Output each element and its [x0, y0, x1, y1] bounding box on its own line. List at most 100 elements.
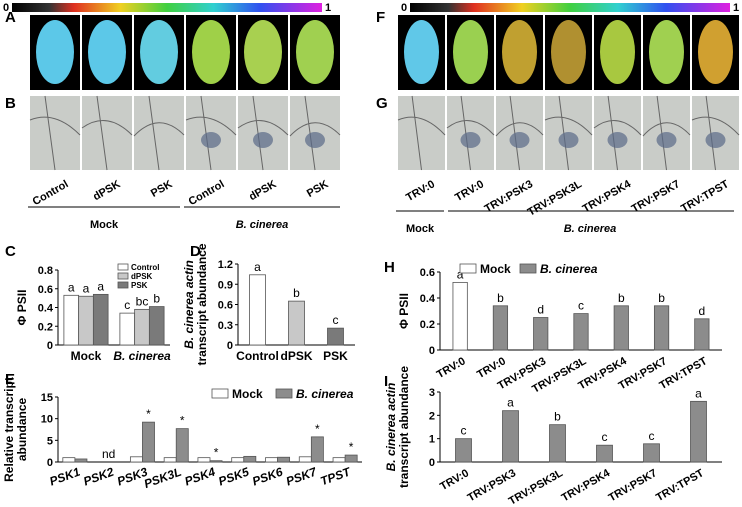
legend-label: B. cinerea	[540, 262, 598, 276]
sample-label: PSK	[149, 178, 175, 200]
leaf	[649, 20, 684, 84]
bar	[142, 421, 155, 463]
significance-label: b	[153, 292, 160, 306]
group-label: B. cinerea	[236, 219, 289, 231]
significance-label: c	[602, 430, 608, 444]
y-tick-label: 0	[429, 457, 435, 469]
leaf	[244, 20, 282, 84]
bar	[643, 443, 660, 463]
significance-label: *	[349, 440, 354, 454]
panel-letter: E	[5, 371, 15, 388]
bar-chart: D 0 0.3 0.6 0.9 1.2 B. cinerea actin transcript…	[182, 243, 355, 366]
bar-chart: H00.20.40.6Φ PSIIaTRV:0bTRV:0dTRV:PSK3cT…	[384, 259, 722, 396]
legend-label: Control	[131, 263, 159, 272]
veins	[397, 95, 446, 171]
legend-label: Mock	[480, 262, 511, 276]
bar	[277, 456, 291, 463]
legend-swatch	[117, 272, 129, 280]
y-axis-label: Φ PSII	[15, 290, 29, 326]
x-tick-label: TRV:PSK3L	[507, 467, 565, 507]
sample-label: Control	[31, 178, 71, 208]
legend-label: Mock	[232, 387, 263, 401]
bar	[129, 456, 143, 463]
significance-label: *	[214, 446, 219, 460]
panel-letter: I	[384, 373, 388, 390]
bar	[62, 457, 76, 463]
significance-label: bc	[136, 294, 149, 308]
significance-label: *	[180, 414, 185, 428]
y-tick-label: 0.2	[38, 321, 53, 333]
stain	[253, 132, 273, 148]
bar	[148, 306, 165, 346]
y-tick-label: 15	[41, 392, 53, 404]
veins	[29, 95, 81, 171]
y-tick-label: 2	[429, 410, 435, 422]
legend-label: PSK	[131, 281, 148, 290]
y-tick-label: 0.3	[218, 320, 233, 332]
significance-label: b	[497, 291, 504, 305]
stain	[705, 132, 726, 148]
y-axis-label: transcript abundance	[397, 366, 411, 488]
bar	[596, 444, 613, 463]
legend-swatch	[117, 281, 129, 289]
significance-label: c	[578, 299, 584, 313]
y-axis-label: transcript abundance	[195, 243, 209, 365]
sample-label: TRV:0	[453, 178, 486, 204]
panel-letter: D	[190, 243, 201, 260]
stain	[607, 132, 628, 148]
veins	[81, 95, 133, 171]
x-tick-label: TRV:PSK7	[607, 467, 659, 504]
x-tick-label: PSK5	[217, 465, 252, 489]
bar	[78, 295, 94, 346]
x-tick-label: PSK4	[183, 465, 218, 489]
x-tick-label: TRV:TPST	[654, 467, 706, 504]
bar	[63, 294, 80, 346]
micrograph	[134, 96, 184, 170]
x-tick-label: Mock	[71, 349, 102, 363]
y-tick-label: 3	[429, 387, 435, 399]
x-tick-label: Control	[236, 349, 279, 363]
legend-label: dPSK	[131, 272, 153, 281]
y-tick-label: 0.6	[218, 300, 233, 312]
significance-label: a	[97, 279, 104, 293]
significance-label: b	[554, 410, 561, 424]
bar	[134, 308, 150, 346]
y-tick-label: 10	[41, 414, 53, 426]
y-tick-label: 5	[47, 435, 53, 447]
x-tick-label: TPST	[319, 464, 354, 488]
bar	[332, 457, 346, 463]
significance-label: b	[618, 291, 625, 305]
stain	[201, 132, 221, 148]
bar	[298, 456, 312, 463]
bar	[74, 458, 88, 463]
x-tick-label: PSK7	[284, 464, 319, 488]
bar	[452, 281, 468, 351]
bar	[694, 318, 710, 351]
legend-swatch	[459, 263, 477, 274]
bar	[492, 305, 509, 351]
bar	[249, 274, 266, 346]
significance-label: d	[537, 303, 544, 317]
leaf	[140, 20, 178, 84]
y-tick-label: 0	[47, 457, 53, 469]
significance-label: a	[695, 386, 702, 400]
y-tick-label: 0.4	[38, 303, 54, 315]
y-tick-label: 0	[47, 340, 53, 352]
panel-letter: H	[384, 259, 395, 276]
leaf	[502, 20, 537, 84]
x-tick-label: dPSK	[280, 349, 312, 363]
bar	[613, 305, 629, 351]
micrograph	[398, 96, 445, 170]
panel-letter: F	[376, 9, 385, 26]
significance-label: b	[293, 286, 300, 300]
significance-label: c	[124, 298, 130, 312]
veins	[133, 95, 185, 171]
y-tick-label: 1.2	[218, 259, 233, 271]
y-tick-label: 0.4	[420, 293, 436, 305]
veins	[289, 95, 341, 171]
significance-label: a	[254, 260, 261, 274]
sample-label: TRV:TPST	[679, 178, 731, 215]
